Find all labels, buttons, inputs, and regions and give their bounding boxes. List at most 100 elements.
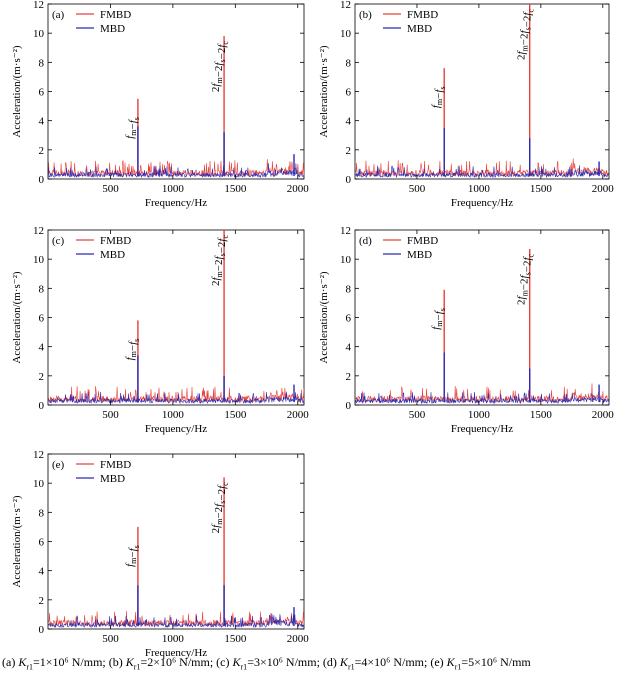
y-tick-label: 8 xyxy=(346,57,352,69)
x-tick-label: 1000 xyxy=(468,183,491,195)
y-tick-label: 2 xyxy=(39,595,45,607)
x-axis-label: Frequency/Hz xyxy=(145,647,207,659)
peak-annotation-0: fm−fs xyxy=(124,117,141,139)
y-tick-label: 10 xyxy=(33,254,45,266)
plot-frame xyxy=(47,453,305,630)
caption-item: (b) Kr1=2×10⁶ N/mm; xyxy=(108,655,217,672)
series-mbd-trace xyxy=(355,165,610,179)
y-tick-label: 12 xyxy=(33,225,44,237)
panel-label: (b) xyxy=(359,9,372,21)
legend-label-mbd: MBD xyxy=(100,473,125,485)
y-tick-label: 0 xyxy=(39,174,45,186)
y-tick-label: 12 xyxy=(33,0,44,11)
legend-label-mbd: MBD xyxy=(100,23,125,35)
series-mbd-trace xyxy=(355,391,610,405)
y-tick-label: 12 xyxy=(340,225,351,237)
x-axis-label: Frequency/Hz xyxy=(145,197,207,209)
y-axis-label: Acceleration/(m·s⁻²) xyxy=(11,495,23,588)
x-tick-label: 1000 xyxy=(162,183,185,195)
legend-label-fmbd: FMBD xyxy=(100,9,131,21)
y-tick-label: 6 xyxy=(346,313,352,325)
peak-annotation-0: fm−fs xyxy=(124,339,141,361)
series-mbd-trace xyxy=(48,163,305,179)
panel-label: (d) xyxy=(359,235,372,247)
y-tick-label: 4 xyxy=(346,342,352,354)
y-tick-label: 0 xyxy=(39,400,45,412)
y-tick-label: 0 xyxy=(346,174,352,186)
y-tick-label: 2 xyxy=(346,371,352,383)
x-tick-label: 1000 xyxy=(468,409,491,421)
legend-label-mbd: MBD xyxy=(407,249,432,261)
legend-label-fmbd: FMBD xyxy=(100,459,131,471)
plot-frame xyxy=(47,3,305,180)
legend-label-mbd: MBD xyxy=(100,249,125,261)
y-tick-label: 4 xyxy=(39,116,45,128)
legend-label-mbd: MBD xyxy=(407,23,432,35)
peak-annotation-0: fm−fs xyxy=(124,545,141,567)
y-tick-label: 10 xyxy=(340,28,352,40)
peak-annotation-0: fm−fs xyxy=(430,86,447,108)
y-tick-label: 12 xyxy=(33,449,44,461)
y-axis-label: Acceleration/(m·s⁻²) xyxy=(11,271,23,364)
caption-item: (c) Kr1=3×10⁶ N/mm; xyxy=(216,655,323,672)
x-tick-label: 2000 xyxy=(287,409,310,421)
y-tick-label: 6 xyxy=(39,537,45,549)
x-tick-label: 500 xyxy=(409,183,426,195)
y-tick-label: 6 xyxy=(39,87,45,99)
y-tick-label: 6 xyxy=(39,313,45,325)
y-tick-label: 2 xyxy=(39,371,45,383)
y-tick-label: 0 xyxy=(39,624,45,636)
x-tick-label: 1000 xyxy=(162,409,185,421)
x-tick-label: 500 xyxy=(409,409,426,421)
x-tick-label: 1500 xyxy=(530,183,553,195)
y-tick-label: 2 xyxy=(39,145,45,157)
y-tick-label: 10 xyxy=(33,28,45,40)
x-tick-label: 500 xyxy=(102,183,119,195)
x-tick-label: 500 xyxy=(102,409,119,421)
legend-label-fmbd: FMBD xyxy=(407,235,438,247)
chart-panel-a: 0 2 4 6 8 10 12 500 1000 1500 2000 Frequency/Hz Acce… xyxy=(11,0,309,209)
chart-panel-c: 0 2 4 6 8 10 12 500 1000 1500 2000 Frequency/Hz Acce… xyxy=(11,225,309,435)
y-tick-label: 6 xyxy=(346,87,352,99)
peak-annotation-0: fm−fs xyxy=(430,308,447,330)
y-tick-label: 0 xyxy=(346,400,352,412)
panel-label: (c) xyxy=(52,235,65,247)
panel-label: (e) xyxy=(52,459,65,471)
y-tick-label: 8 xyxy=(39,57,45,69)
x-axis-label: Frequency/Hz xyxy=(451,197,513,209)
x-tick-label: 2000 xyxy=(287,183,310,195)
x-tick-label: 500 xyxy=(102,633,119,645)
caption-item: (e) Kr1=5×10⁶ N/mm xyxy=(430,655,531,672)
chart-panel-b: 0 2 4 6 8 10 12 500 1000 1500 2000 Frequency/Hz Acce… xyxy=(318,0,614,209)
figure-caption: (a) Kr1=1×10⁶ N/mm; (b) Kr1=2×10⁶ N/mm; … xyxy=(2,655,531,671)
caption-item: (d) Kr1=4×10⁶ N/mm; xyxy=(322,655,431,672)
y-tick-label: 8 xyxy=(39,283,45,295)
panel-label: (a) xyxy=(52,9,65,21)
x-axis-label: Frequency/Hz xyxy=(145,423,207,435)
y-tick-label: 10 xyxy=(340,254,352,266)
chart-panel-e: 0 2 4 6 8 10 12 500 1000 1500 2000 Frequency/Hz Acce… xyxy=(11,449,309,659)
x-tick-label: 1500 xyxy=(530,409,553,421)
chart-panel-d: 0 2 4 6 8 10 12 500 1000 1500 2000 Frequency/Hz Acce… xyxy=(318,225,614,435)
peak-annotation-1: 2fm−2fs−2fc xyxy=(210,482,230,533)
y-tick-label: 4 xyxy=(39,342,45,354)
caption-item: (a) Kr1=1×10⁶ N/mm; xyxy=(2,655,109,672)
y-axis-label: Acceleration/(m·s⁻²) xyxy=(318,45,330,138)
x-tick-label: 2000 xyxy=(592,409,615,421)
y-tick-label: 10 xyxy=(33,478,45,490)
plot-frame xyxy=(47,229,305,406)
peak-annotation-1: 2fm−2fs−2fc xyxy=(210,235,230,286)
plot-frame xyxy=(354,3,610,180)
y-tick-label: 4 xyxy=(346,116,352,128)
legend-label-fmbd: FMBD xyxy=(100,235,131,247)
plot-frame xyxy=(354,229,610,406)
y-tick-label: 8 xyxy=(346,283,352,295)
y-tick-label: 12 xyxy=(340,0,351,11)
legend-label-fmbd: FMBD xyxy=(407,9,438,21)
x-tick-label: 1500 xyxy=(224,183,247,195)
y-axis-label: Acceleration/(m·s⁻²) xyxy=(11,45,23,138)
y-tick-label: 8 xyxy=(39,507,45,519)
peak-annotation-1: 2fm−2fs−2fc xyxy=(210,41,230,92)
peak-annotation-1: 2fm−2fs−2fc xyxy=(516,9,536,60)
